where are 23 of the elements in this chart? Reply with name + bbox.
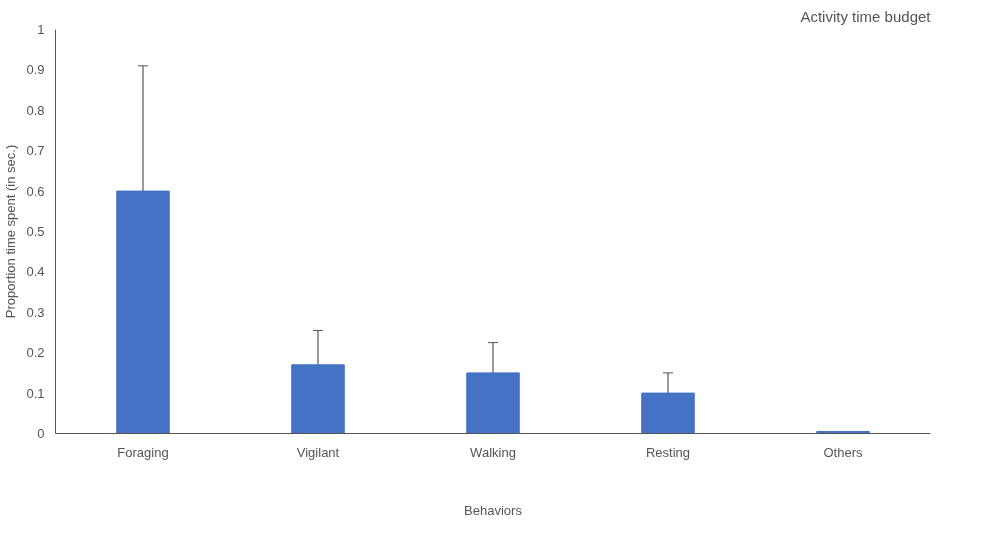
chart-title: Activity time budget (800, 7, 932, 25)
y-tick-label: 0.6 (26, 183, 45, 199)
y-axis-title: Proportion time spent (in sec.) (3, 144, 19, 319)
bar (116, 190, 170, 434)
x-tick-label: Walking (470, 444, 516, 460)
y-tick-label: 0.4 (26, 264, 45, 280)
y-tick-label: 0.7 (26, 143, 45, 159)
x-tick-label: Foraging (117, 444, 169, 460)
x-axis-title: Behaviors (464, 502, 523, 518)
bar (466, 372, 520, 434)
x-tick-label: Vigilant (296, 444, 340, 460)
y-tick-label: 0.8 (26, 102, 45, 118)
y-tick-label: 0.3 (26, 304, 45, 320)
x-tick-label: Resting (645, 444, 691, 460)
y-tick-label: 0.1 (26, 385, 45, 401)
y-tick-label: 0.5 (26, 224, 45, 239)
y-tick-label: 0.9 (26, 62, 45, 78)
y-tick-label: 1 (37, 22, 45, 37)
bar (641, 392, 695, 434)
y-tick-label: 0.2 (26, 345, 45, 361)
y-tick-label: 0 (37, 426, 45, 441)
x-tick-label: Others (823, 444, 864, 460)
bar (291, 364, 345, 434)
